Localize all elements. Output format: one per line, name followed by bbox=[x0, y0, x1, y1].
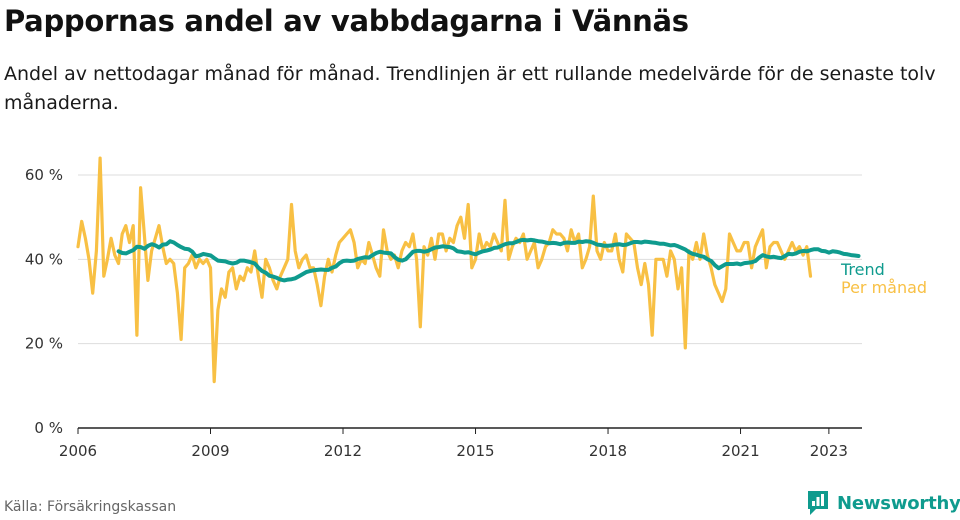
chart-title: Pappornas andel av vabbdagarna i Vännäs bbox=[4, 4, 689, 38]
y-tick-label: 20 % bbox=[25, 335, 63, 353]
series-line-trend bbox=[116, 237, 861, 283]
axis-layer: 0 % 20 % 40 % 60 % 2006 2009 2012 2015 2018 2021 2… bbox=[25, 166, 862, 460]
x-tick-label: 2018 bbox=[589, 442, 627, 460]
x-tick-label: 2012 bbox=[324, 442, 362, 460]
series-layer bbox=[76, 156, 861, 384]
newsworthy-logo-icon bbox=[808, 491, 828, 515]
x-tick-label: 2006 bbox=[59, 442, 97, 460]
legend-label-per-manad: Per månad bbox=[841, 278, 927, 297]
series-line-per-manad bbox=[76, 156, 813, 384]
legend-label-trend: Trend bbox=[840, 260, 885, 279]
x-tick-label: 2015 bbox=[456, 442, 494, 460]
y-tick-label: 0 % bbox=[34, 419, 63, 437]
chart-subtitle: Andel av nettodagar månad för månad. Tre… bbox=[4, 63, 936, 114]
x-tick-label: 2021 bbox=[721, 442, 759, 460]
x-tick-label: 2023 bbox=[810, 442, 848, 460]
source-note: Källa: Försäkringskassan bbox=[4, 499, 177, 515]
brand-logo[interactable]: Newsworthy bbox=[806, 489, 960, 517]
x-tick-label: 2009 bbox=[191, 442, 229, 460]
brand-name: Newsworthy bbox=[837, 492, 960, 514]
y-tick-label: 40 % bbox=[25, 250, 63, 268]
y-tick-label: 60 % bbox=[25, 166, 63, 184]
